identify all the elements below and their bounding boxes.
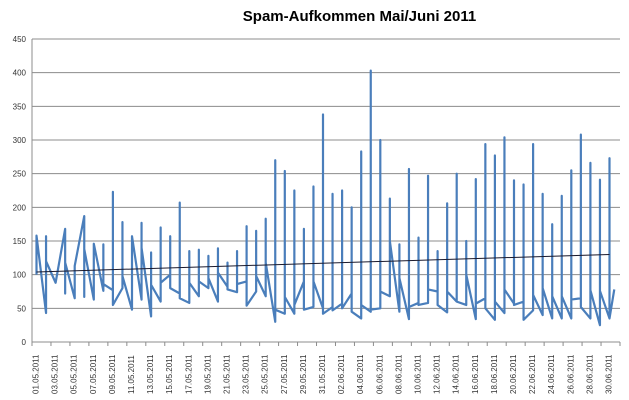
x-tick-label: 28.06.2011: [585, 354, 594, 394]
x-tick-label: 03.05.2011: [51, 354, 60, 394]
x-tick-label: 08.06.2011: [394, 354, 403, 394]
y-tick-label: 350: [13, 102, 27, 111]
x-tick-label: 23.05.2011: [242, 354, 251, 394]
y-tick-label: 450: [13, 35, 27, 44]
x-tick-label: 29.05.2011: [299, 354, 308, 394]
x-tick-label: 09.05.2011: [108, 354, 117, 394]
x-tick-label: 17.05.2011: [184, 354, 193, 394]
x-tick-label: 14.06.2011: [452, 354, 461, 394]
x-tick-label: 26.06.2011: [566, 354, 575, 394]
trend-line: [36, 253, 610, 273]
x-tick-label: 15.05.2011: [165, 354, 174, 394]
x-tick-label: 06.06.2011: [375, 354, 384, 394]
x-tick-label: 13.05.2011: [146, 354, 155, 394]
y-tick-label: 0: [22, 338, 27, 347]
x-tick-label: 02.06.2011: [337, 354, 346, 394]
x-tick-label: 05.05.2011: [70, 354, 79, 394]
x-tick-label: 22.06.2011: [528, 354, 537, 394]
x-tick-label: 30.06.2011: [605, 354, 614, 394]
y-tick-label: 400: [13, 69, 27, 78]
x-tick-label: 20.06.2011: [509, 354, 518, 394]
x-tick-label: 18.06.2011: [490, 354, 499, 394]
x-tick-label: 11.05.2011: [127, 355, 136, 394]
x-tick-label: 16.06.2011: [471, 354, 480, 394]
chart-title: Spam-Aufkommen Mai/Juni 2011: [242, 8, 477, 25]
y-tick-label: 250: [13, 170, 27, 179]
x-tick-label: 21.05.2011: [223, 354, 232, 394]
x-tick-label: 01.05.2011: [32, 354, 41, 394]
x-tick-label: 27.05.2011: [280, 354, 289, 394]
y-tick-label: 100: [13, 271, 27, 280]
x-tick-label: 07.05.2011: [89, 354, 98, 394]
y-tick-label: 50: [17, 304, 26, 313]
x-tick-label: 24.06.2011: [547, 354, 556, 394]
y-tick-label: 200: [13, 203, 27, 212]
y-tick-label: 300: [13, 136, 27, 145]
x-tick-label: 04.06.2011: [356, 354, 365, 394]
y-tick-label: 150: [13, 237, 27, 246]
x-tick-label: 19.05.2011: [203, 354, 212, 394]
x-tick-label: 12.06.2011: [433, 354, 442, 394]
x-tick-label: 10.06.2011: [414, 354, 423, 394]
x-tick-label: 31.05.2011: [318, 354, 327, 394]
spam-series-line: [35, 69, 616, 327]
x-tick-label: 25.05.2011: [261, 354, 270, 394]
